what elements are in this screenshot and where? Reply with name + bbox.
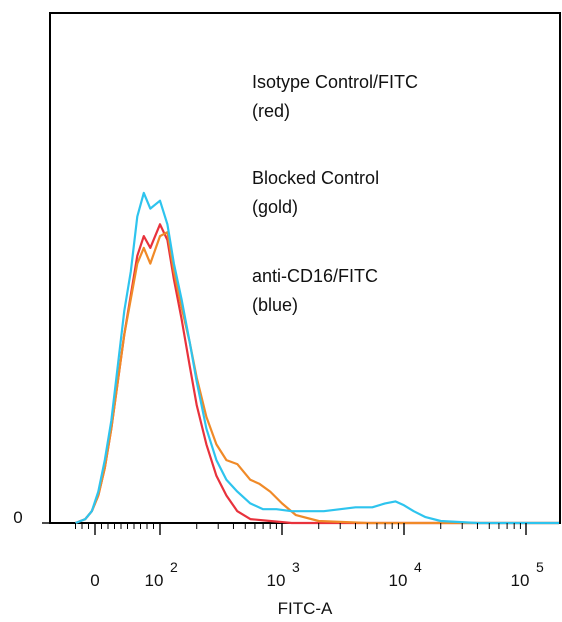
legend-item-anti-cd16: anti-CD16/FITC (blue)	[252, 266, 378, 316]
series-line-anti-cd16	[75, 191, 559, 525]
x-tick-label: 10	[511, 571, 530, 590]
x-tick-label: 10	[267, 571, 286, 590]
x-tick-label: 10	[389, 571, 408, 590]
x-tick-exponent: 5	[536, 559, 544, 575]
y-tick-label: 0	[13, 508, 22, 527]
x-tick-exponent: 2	[170, 559, 178, 575]
legend-item-anti-cd16-color: (blue)	[252, 295, 299, 315]
legend-item-blocked-name: Blocked Control	[252, 168, 380, 188]
legend-item-isotype-color: (red)	[252, 101, 291, 121]
legend-item-isotype-name: Isotype Control/FITC	[252, 72, 419, 92]
legend-item-blocked: Blocked Control (gold)	[252, 168, 379, 218]
series-layer	[75, 191, 559, 525]
x-tick-label: 10	[145, 571, 164, 590]
y-axis: 0	[13, 508, 52, 527]
legend-item-anti-cd16-name: anti-CD16/FITC	[252, 266, 379, 286]
x-axis-label: FITC-A	[278, 599, 333, 618]
legend-item-blocked-color: (gold)	[252, 197, 299, 217]
legend-item-isotype: Isotype Control/FITC (red)	[252, 72, 418, 122]
x-tick-label: 0	[90, 571, 99, 590]
x-tick-exponent: 3	[292, 559, 300, 575]
x-axis: 0 10 2 10 3 10 4 10 5	[75, 523, 544, 590]
x-tick-exponent: 4	[414, 559, 422, 575]
